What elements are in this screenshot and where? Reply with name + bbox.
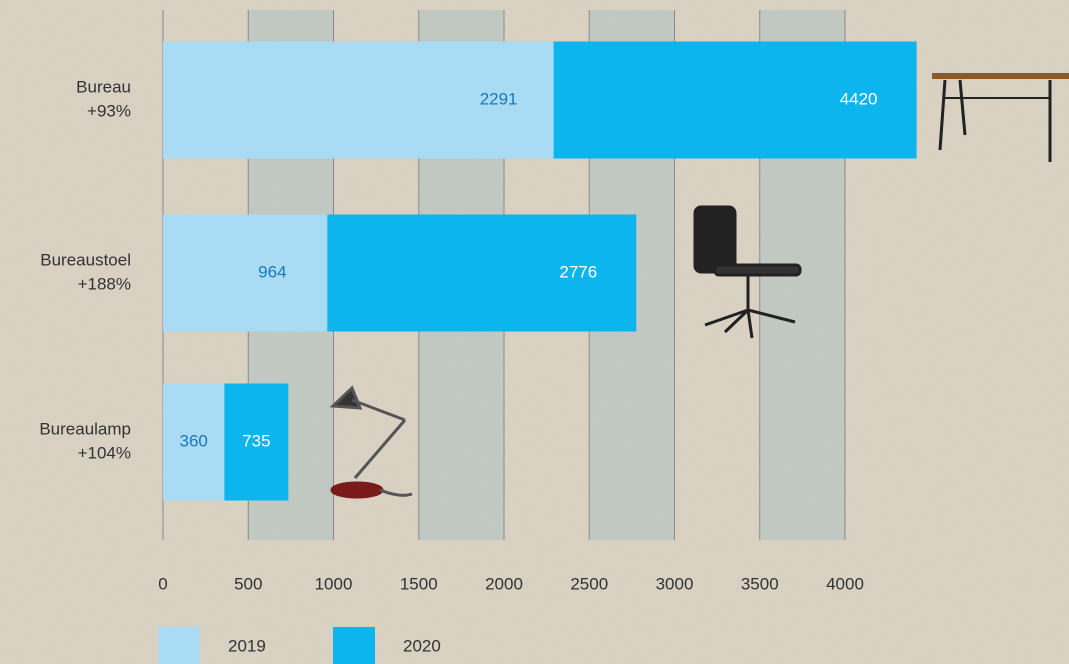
x-tick-label: 1000 [315,574,353,593]
category-label: Bureaulamp [39,419,131,438]
legend-label: 2020 [403,636,441,655]
x-tick-label: 0 [158,574,167,593]
value-label: 964 [258,262,286,281]
value-label: 735 [242,431,270,450]
legend: 2019 2020 [158,627,441,664]
category-note: +93% [87,101,131,120]
value-label: 360 [180,431,208,450]
category-note: +188% [78,274,131,293]
x-tick-label: 2000 [485,574,523,593]
plot: 2291 4420 964 2776 360 735 [163,41,917,501]
x-tick-label: 3000 [656,574,694,593]
value-label: 2776 [559,262,597,281]
legend-label: 2019 [228,636,266,655]
legend-swatch [333,627,375,664]
value-label: 4420 [840,89,878,108]
x-tick-label: 3500 [741,574,779,593]
lamp-illustration [329,385,413,499]
chair-illustration [693,205,802,339]
bar [163,41,554,159]
x-tick-label: 2500 [570,574,608,593]
desk-illustration [932,73,1069,162]
x-tick-label: 500 [234,574,262,593]
x-tick-label: 4000 [826,574,864,593]
category-label: Bureaustoel [40,250,131,269]
x-tick-label: 1500 [400,574,438,593]
legend-swatch [158,627,200,664]
value-label: 2291 [480,89,518,108]
bar [163,214,328,332]
category-label: Bureau [76,77,131,96]
bar [163,383,225,501]
category-note: +104% [78,443,131,462]
